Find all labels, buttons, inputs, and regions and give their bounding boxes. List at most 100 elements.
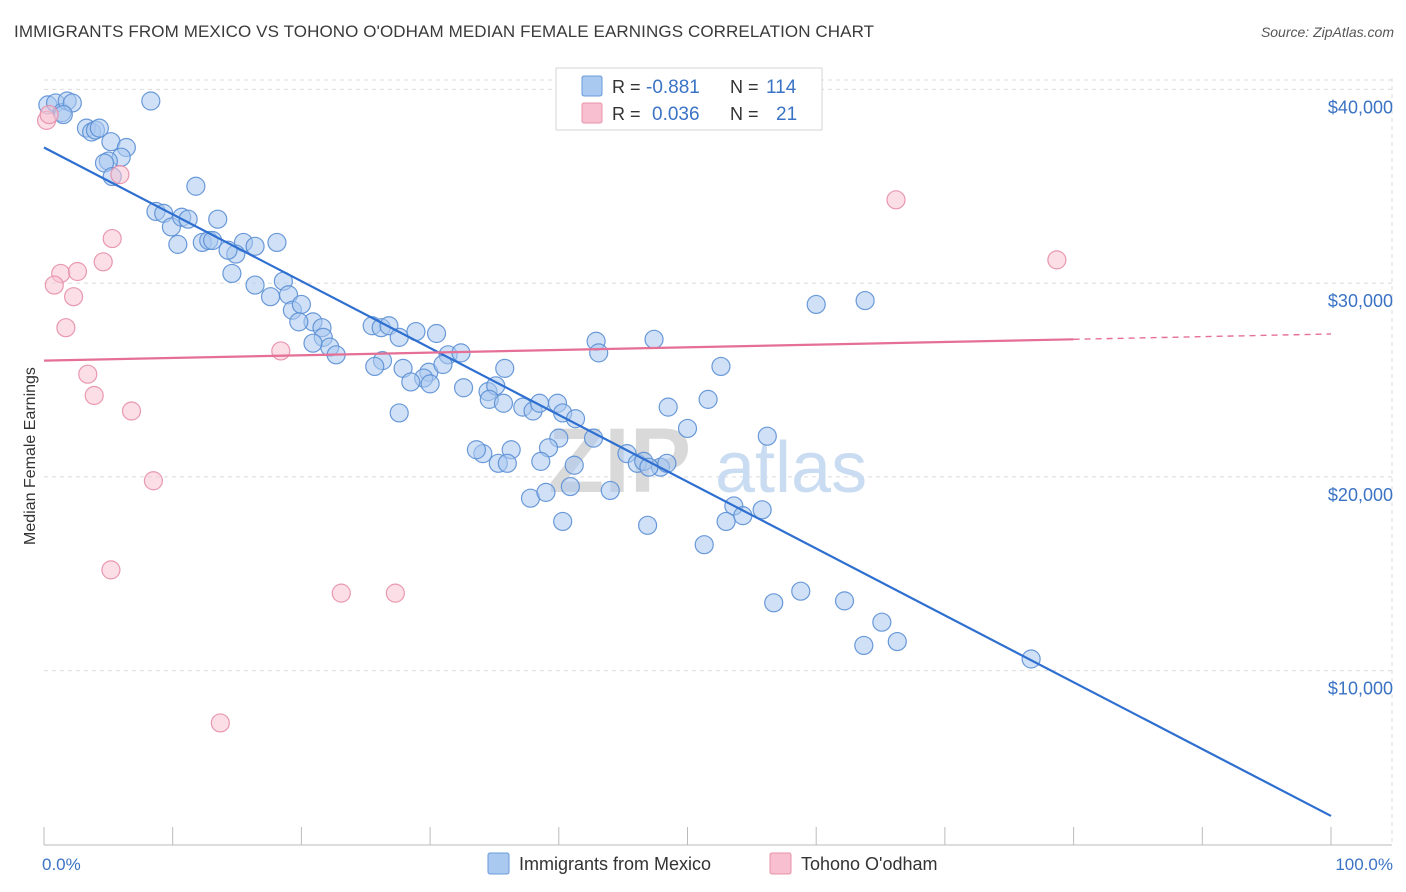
y-tick-label: $30,000	[1328, 291, 1393, 311]
mexico-point	[757, 426, 777, 446]
tohono-point	[44, 275, 64, 295]
mexico-point	[466, 440, 487, 460]
legend-r-label-1: R =	[612, 77, 641, 97]
mexico-point	[644, 329, 664, 349]
tohono-point	[56, 318, 76, 338]
y-tick-label: $40,000	[1328, 97, 1393, 117]
mexico-point	[426, 323, 447, 344]
watermark: ZIP atlas	[548, 410, 867, 512]
mexico-point	[401, 372, 421, 392]
x-tick-label-max: 100.0%	[1335, 855, 1393, 874]
mexico-point	[834, 591, 855, 611]
legend-swatch-tohono	[581, 102, 603, 124]
legend-n-label-2: N =	[730, 104, 759, 124]
tohono-point	[110, 165, 130, 185]
mexico-point	[694, 535, 714, 555]
tohono-point	[1047, 250, 1067, 270]
mexico-point	[638, 515, 658, 535]
tohono-point	[331, 583, 351, 603]
mexico-point	[529, 393, 550, 413]
mexico-point	[453, 378, 474, 398]
series-label-mexico: Immigrants from Mexico	[519, 854, 711, 874]
mexico-point	[791, 581, 811, 601]
points-layer	[36, 91, 1067, 733]
series-label-tohono: Tohono O'odham	[801, 854, 938, 874]
mexico-point	[389, 403, 409, 423]
mexico-point	[887, 631, 907, 652]
y-tick-label: $10,000	[1328, 679, 1393, 699]
tohono-trend-extension	[1073, 333, 1332, 341]
tohono-trend-line	[43, 338, 1074, 362]
mexico-point	[289, 312, 309, 332]
trend-layer	[43, 146, 1332, 817]
tohono-point	[93, 252, 113, 272]
mexico-point	[365, 356, 385, 377]
legend-r-label-2: R =	[612, 104, 641, 124]
mexico-point	[245, 236, 265, 256]
tohono-point	[78, 364, 98, 384]
tohono-point	[385, 583, 405, 603]
legend-r-value-1: -0.881	[646, 77, 700, 98]
tohono-point	[271, 341, 291, 361]
legend-n-value-2: 21	[776, 104, 797, 125]
mexico-point	[495, 358, 515, 378]
mexico-point	[222, 263, 242, 284]
mexico-point	[752, 500, 772, 520]
mexico-point	[711, 356, 731, 377]
tohono-point	[67, 261, 88, 282]
mexico-point	[560, 476, 580, 497]
mexico-point	[168, 234, 188, 254]
mexico-point	[303, 333, 323, 353]
series-swatch-mexico	[487, 852, 510, 875]
mexico-point	[854, 635, 874, 656]
mexico-point	[764, 593, 784, 613]
mexico-point	[698, 389, 718, 409]
mexico-point	[531, 451, 551, 471]
tohono-point	[39, 104, 59, 125]
tohono-point	[210, 713, 230, 733]
mexico-point	[493, 393, 514, 413]
mexico-point	[536, 482, 556, 502]
mexico-point	[677, 418, 698, 439]
mexico-point	[245, 275, 265, 295]
y-tick-label: $20,000	[1328, 485, 1393, 505]
source-label: Source: ZipAtlas.com	[1260, 24, 1394, 40]
tohono-point	[64, 287, 84, 307]
mexico-point	[872, 612, 892, 632]
mexico-point	[260, 287, 281, 307]
tohono-point	[84, 385, 104, 406]
mexico-point	[186, 176, 206, 196]
x-tick-label-min: 0.0%	[42, 855, 81, 874]
mexico-point	[657, 453, 677, 473]
mexico-point	[716, 511, 736, 532]
mexico-point	[565, 409, 586, 429]
mexico-point	[420, 374, 440, 394]
mexico-point	[497, 453, 517, 473]
legend-n-value-1: 114	[766, 77, 797, 98]
mexico-point	[141, 91, 161, 111]
legend-swatch-mexico	[581, 75, 603, 97]
tohono-point	[102, 228, 122, 249]
mexico-point	[89, 118, 109, 138]
series-legend: Immigrants from Mexico Tohono O'odham	[487, 852, 938, 875]
mexico-point	[658, 397, 678, 417]
legend-r-value-2: 0.036	[652, 104, 700, 125]
tohono-point	[886, 190, 906, 210]
mexico-point	[564, 455, 584, 475]
mexico-point	[600, 480, 620, 501]
watermark-atlas: atlas	[715, 428, 867, 508]
axis-layer: $10,000 $20,000 $30,000 $40,000 0.0% 100.0%	[42, 97, 1393, 874]
mexico-trend-line	[43, 146, 1332, 817]
tohono-point	[121, 401, 142, 421]
tohono-point	[101, 560, 121, 580]
mexico-point	[553, 511, 573, 532]
tohono-point	[143, 471, 163, 491]
mexico-point	[291, 294, 311, 315]
series-swatch-tohono	[769, 852, 792, 875]
y-axis-title: Median Female Earnings	[22, 367, 39, 545]
legend-n-label-1: N =	[730, 77, 759, 97]
mexico-point	[589, 343, 609, 363]
correlation-legend: R = -0.881 N = 114 R = 0.036 N = 21	[555, 67, 823, 131]
mexico-point	[855, 290, 875, 311]
